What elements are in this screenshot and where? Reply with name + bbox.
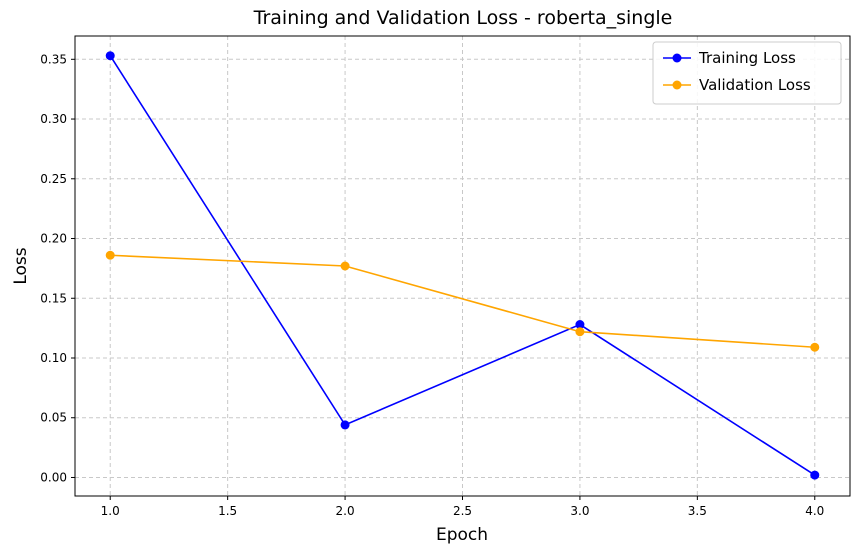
y-tick-label: 0.10	[40, 351, 67, 365]
x-tick-label: 3.5	[688, 504, 707, 518]
y-tick-label: 0.20	[40, 232, 67, 246]
grid-lines	[75, 36, 850, 496]
y-tick-label: 0.05	[40, 411, 67, 425]
legend-label: Validation Loss	[699, 76, 811, 94]
data-point	[810, 342, 820, 352]
legend: Training Loss Validation Loss	[652, 41, 842, 105]
y-axis-label: Loss	[11, 247, 31, 284]
series-layer	[105, 51, 820, 480]
x-tick-label: 3.0	[570, 504, 589, 518]
x-tick-label: 2.5	[453, 504, 472, 518]
data-point	[105, 51, 115, 61]
legend-swatch-marker	[672, 80, 682, 90]
x-axis: 1.0 1.5 2.0 2.5 3.0 3.5 4.0	[101, 496, 824, 518]
series-line-0	[109, 55, 816, 476]
plot-frame	[74, 35, 851, 497]
chart-title: Training and Validation Loss - roberta_s…	[253, 7, 673, 29]
x-axis-label: Epoch	[436, 525, 488, 545]
data-point	[810, 470, 820, 480]
y-tick-label: 0.30	[40, 112, 67, 126]
y-axis: 0.00 0.05 0.10 0.15 0.20 0.25 0.30 0.35	[40, 52, 75, 484]
x-tick-label: 2.0	[336, 504, 355, 518]
data-point	[575, 320, 585, 330]
legend-label: Training Loss	[698, 49, 796, 67]
y-tick-label: 0.00	[40, 470, 67, 484]
y-tick-label: 0.25	[40, 172, 67, 186]
data-point	[340, 261, 350, 271]
data-point	[575, 327, 585, 337]
y-tick-label: 0.35	[40, 52, 67, 66]
series-line-1	[110, 254, 815, 349]
x-tick-label: 4.0	[805, 504, 824, 518]
legend-swatch-marker	[672, 53, 682, 63]
x-tick-label: 1.0	[101, 504, 120, 518]
x-tick-label: 1.5	[218, 504, 237, 518]
legend-box	[652, 41, 842, 105]
y-tick-label: 0.15	[40, 291, 67, 305]
data-point	[340, 420, 350, 430]
data-point	[105, 250, 115, 260]
